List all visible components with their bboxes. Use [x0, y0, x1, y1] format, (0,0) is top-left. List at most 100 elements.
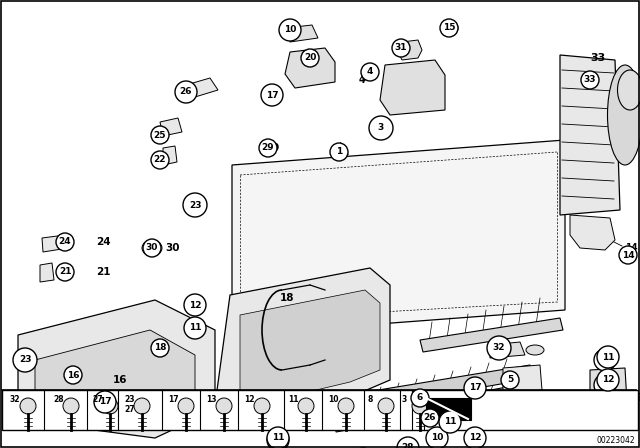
Circle shape: [254, 398, 270, 414]
Circle shape: [444, 21, 458, 35]
Circle shape: [330, 143, 348, 161]
Circle shape: [361, 63, 379, 81]
Text: 4: 4: [370, 67, 378, 77]
Polygon shape: [35, 330, 195, 425]
Text: 14: 14: [621, 250, 634, 259]
Circle shape: [594, 349, 616, 371]
Text: 16: 16: [67, 370, 79, 379]
Text: 30: 30: [146, 244, 158, 253]
Text: 1: 1: [336, 147, 342, 156]
Polygon shape: [160, 118, 182, 136]
Text: 25: 25: [154, 130, 166, 139]
Circle shape: [56, 263, 74, 281]
Circle shape: [175, 81, 197, 103]
Text: 21: 21: [96, 267, 111, 277]
Polygon shape: [18, 300, 215, 438]
Text: 33: 33: [590, 53, 605, 63]
Circle shape: [597, 346, 619, 368]
Polygon shape: [490, 342, 525, 358]
Circle shape: [594, 374, 616, 396]
Text: 26: 26: [424, 414, 436, 422]
Text: 17: 17: [168, 395, 179, 404]
Circle shape: [439, 411, 461, 433]
Polygon shape: [560, 55, 620, 215]
Text: 5: 5: [507, 375, 513, 384]
Text: 6: 6: [417, 393, 423, 402]
Polygon shape: [40, 263, 54, 282]
Circle shape: [411, 389, 429, 407]
Text: 28: 28: [53, 395, 63, 404]
Bar: [2, 390, 638, 430]
Polygon shape: [42, 235, 68, 252]
Text: 12: 12: [244, 395, 255, 404]
Circle shape: [102, 398, 118, 414]
Text: 29: 29: [265, 143, 280, 153]
Ellipse shape: [142, 240, 162, 256]
Circle shape: [151, 126, 169, 144]
Text: 00223042: 00223042: [596, 436, 635, 445]
Text: 23: 23: [189, 201, 201, 210]
Text: 11: 11: [602, 353, 614, 362]
Circle shape: [369, 116, 393, 140]
Circle shape: [619, 246, 637, 264]
Circle shape: [20, 398, 36, 414]
Circle shape: [143, 239, 161, 257]
Circle shape: [392, 39, 410, 57]
Text: 8: 8: [368, 395, 373, 404]
Text: 24: 24: [96, 237, 111, 247]
Polygon shape: [186, 78, 218, 97]
Text: 13: 13: [206, 395, 216, 404]
Circle shape: [267, 429, 289, 448]
Text: 27: 27: [92, 395, 102, 404]
Text: 23: 23: [19, 356, 31, 365]
Circle shape: [216, 398, 232, 414]
Text: 18: 18: [280, 293, 294, 303]
Circle shape: [134, 398, 150, 414]
Circle shape: [426, 427, 448, 448]
Circle shape: [581, 71, 599, 89]
Text: 18: 18: [154, 344, 166, 353]
Text: 12: 12: [468, 434, 481, 443]
Polygon shape: [420, 318, 563, 352]
Circle shape: [338, 398, 354, 414]
Circle shape: [56, 233, 74, 251]
Circle shape: [64, 366, 82, 384]
Polygon shape: [240, 290, 380, 408]
Text: 11: 11: [272, 434, 284, 443]
Text: 28: 28: [402, 444, 414, 448]
Circle shape: [279, 19, 301, 41]
Text: 16: 16: [113, 375, 127, 385]
Circle shape: [301, 49, 319, 67]
Text: 10: 10: [284, 26, 296, 34]
Circle shape: [261, 84, 283, 106]
Polygon shape: [286, 25, 318, 42]
Circle shape: [440, 19, 458, 37]
Circle shape: [183, 193, 207, 217]
Text: 24: 24: [59, 237, 71, 246]
Text: 31: 31: [395, 43, 407, 52]
Circle shape: [397, 437, 419, 448]
Circle shape: [13, 348, 37, 372]
Polygon shape: [570, 215, 615, 250]
Text: 26: 26: [180, 87, 192, 96]
Polygon shape: [503, 365, 542, 393]
Text: 11: 11: [189, 323, 201, 332]
Text: 23
27: 23 27: [124, 395, 134, 414]
Text: 32: 32: [493, 344, 505, 353]
Text: 6: 6: [422, 393, 429, 403]
Text: 3: 3: [378, 124, 384, 133]
Circle shape: [487, 336, 511, 360]
Ellipse shape: [607, 65, 640, 165]
Text: 30: 30: [165, 243, 179, 253]
Text: 33: 33: [584, 76, 596, 85]
Text: 17: 17: [266, 90, 278, 99]
Circle shape: [178, 398, 194, 414]
Text: 14: 14: [625, 244, 637, 253]
Text: 12: 12: [602, 375, 614, 384]
Circle shape: [464, 427, 486, 448]
Text: 3: 3: [402, 395, 407, 404]
Polygon shape: [398, 40, 422, 60]
Ellipse shape: [526, 345, 544, 355]
Polygon shape: [285, 48, 335, 88]
Circle shape: [464, 377, 486, 399]
